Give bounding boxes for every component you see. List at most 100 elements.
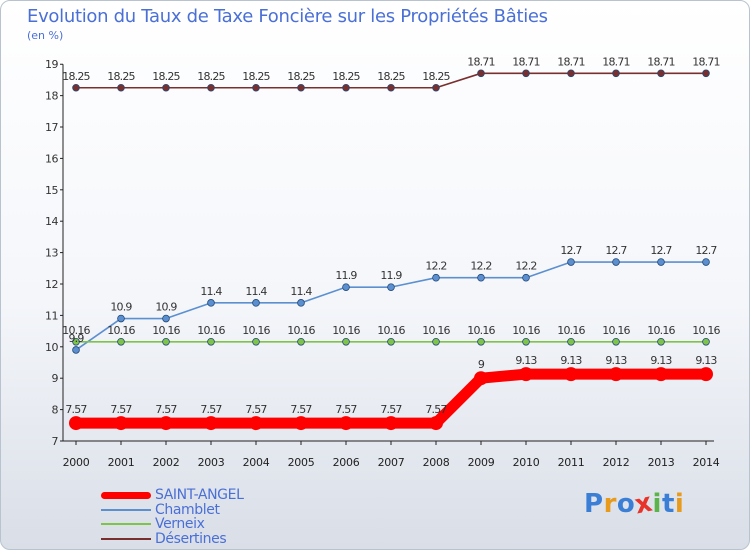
data-label-verneix: 10.16 [377, 324, 405, 337]
data-point-verneix [477, 337, 485, 346]
data-label-verneix: 10.16 [647, 324, 675, 337]
legend-item-desertines: Désertines [101, 531, 227, 547]
data-label-chamblet: 12.2 [425, 260, 446, 273]
data-point-verneix [162, 337, 170, 346]
data-label-saint-angel: 9.13 [560, 354, 582, 367]
legend-item-saint-angel: SAINT-ANGEL [101, 487, 244, 503]
legend-swatch-chamblet [101, 509, 151, 511]
data-label-verneix: 10.16 [287, 324, 315, 337]
data-label-saint-angel: 7.57 [200, 403, 222, 416]
legend-label: SAINT-ANGEL [155, 487, 244, 503]
data-point-chamblet [702, 258, 710, 266]
data-point-chamblet [72, 346, 80, 354]
data-label-d-sertines: 18.25 [107, 70, 135, 83]
data-label-chamblet: 10.9 [155, 301, 177, 314]
logo-letter: o [616, 489, 636, 519]
data-point-saint-angel [159, 416, 173, 431]
data-point-chamblet [342, 283, 350, 291]
x-tick-label: 2009 [468, 456, 495, 469]
data-point-saint-angel [339, 416, 353, 431]
data-point-d-sertines [567, 69, 575, 78]
data-label-chamblet: 11.4 [245, 285, 267, 298]
data-label-saint-angel: 7.57 [335, 403, 357, 416]
data-label-chamblet: 12.7 [560, 244, 582, 257]
data-point-verneix [432, 337, 440, 346]
data-label-layer: 18.25 18.25 18.25 18.25 18.25 18.25 18.25 18.25… [62, 55, 721, 416]
data-point-verneix [702, 337, 710, 346]
data-point-verneix [72, 337, 80, 346]
data-point-d-sertines [657, 69, 665, 78]
x-tick-label: 2014 [693, 456, 720, 469]
data-point-verneix [567, 337, 575, 346]
legend-swatch-desertines [101, 538, 151, 540]
data-label-saint-angel: 9.13 [695, 354, 717, 367]
data-point-d-sertines [117, 83, 125, 92]
data-label-d-sertines: 18.71 [647, 55, 675, 68]
x-tick-label: 2007 [378, 456, 405, 469]
data-label-d-sertines: 18.25 [422, 70, 450, 83]
data-label-chamblet: 12.2 [470, 260, 491, 273]
x-tick-label: 2005 [288, 456, 315, 469]
legend-label: Verneix [155, 516, 205, 532]
data-label-verneix: 10.16 [602, 324, 630, 337]
y-tick-label: 12 [45, 278, 58, 291]
data-label-d-sertines: 18.25 [152, 70, 180, 83]
data-point-saint-angel [114, 416, 128, 431]
legend-swatch-saint-angel [101, 491, 151, 499]
x-tick-label: 2010 [513, 456, 540, 469]
data-label-d-sertines: 18.25 [332, 70, 360, 83]
data-label-saint-angel: 7.57 [155, 403, 177, 416]
data-label-d-sertines: 18.71 [512, 55, 540, 68]
data-label-saint-angel: 7.57 [110, 403, 132, 416]
data-label-verneix: 10.16 [422, 324, 450, 337]
data-point-d-sertines [432, 83, 440, 92]
data-label-chamblet: 12.7 [650, 244, 672, 257]
data-label-chamblet: 12.2 [515, 260, 536, 273]
data-point-chamblet [477, 273, 485, 282]
data-point-verneix [252, 337, 260, 346]
y-tick-label: 7 [52, 435, 59, 448]
data-label-verneix: 10.16 [62, 324, 90, 337]
data-label-saint-angel: 7.57 [65, 403, 87, 416]
data-label-verneix: 10.16 [467, 324, 495, 337]
data-label-d-sertines: 18.71 [557, 55, 585, 68]
data-point-d-sertines [342, 83, 350, 92]
y-tick-label: 17 [45, 121, 58, 134]
data-point-d-sertines [207, 83, 215, 92]
y-tick-label: 18 [45, 90, 58, 103]
data-label-d-sertines: 18.25 [242, 70, 270, 83]
x-tick-label: 2004 [243, 456, 270, 469]
data-label-chamblet: 11.9 [335, 269, 357, 282]
x-tick-label: 2013 [648, 456, 675, 469]
data-label-verneix: 10.16 [107, 324, 135, 337]
x-tick-label: 2000 [63, 456, 90, 469]
data-label-d-sertines: 18.71 [467, 55, 495, 68]
data-point-d-sertines [162, 83, 170, 92]
data-label-saint-angel: 7.57 [380, 403, 402, 416]
data-point-verneix [522, 337, 530, 346]
data-point-chamblet [162, 314, 170, 323]
data-point-chamblet [297, 299, 305, 307]
data-point-saint-angel [249, 416, 263, 431]
data-label-saint-angel: 7.57 [425, 403, 447, 416]
data-label-verneix: 10.16 [332, 324, 360, 337]
data-label-verneix: 10.16 [152, 324, 180, 337]
data-label-d-sertines: 18.25 [287, 70, 315, 83]
logo-letter: t [661, 489, 675, 519]
data-label-chamblet: 11.4 [290, 285, 312, 298]
y-tick-label: 14 [45, 215, 58, 228]
data-label-verneix: 10.16 [197, 324, 225, 337]
x-tick-label: 2003 [198, 456, 225, 469]
data-label-d-sertines: 18.25 [197, 70, 225, 83]
data-label-chamblet: 11.4 [200, 285, 222, 298]
data-label-chamblet: 10.9 [110, 301, 132, 314]
data-point-chamblet [657, 258, 665, 266]
data-point-saint-angel [69, 416, 83, 431]
data-point-chamblet [207, 299, 215, 307]
data-point-d-sertines [252, 83, 260, 92]
x-tick-label: 2011 [558, 456, 585, 469]
y-tick-label: 11 [45, 309, 58, 322]
logo-letter: P [584, 489, 604, 519]
x-tick-label: 2008 [423, 456, 450, 469]
